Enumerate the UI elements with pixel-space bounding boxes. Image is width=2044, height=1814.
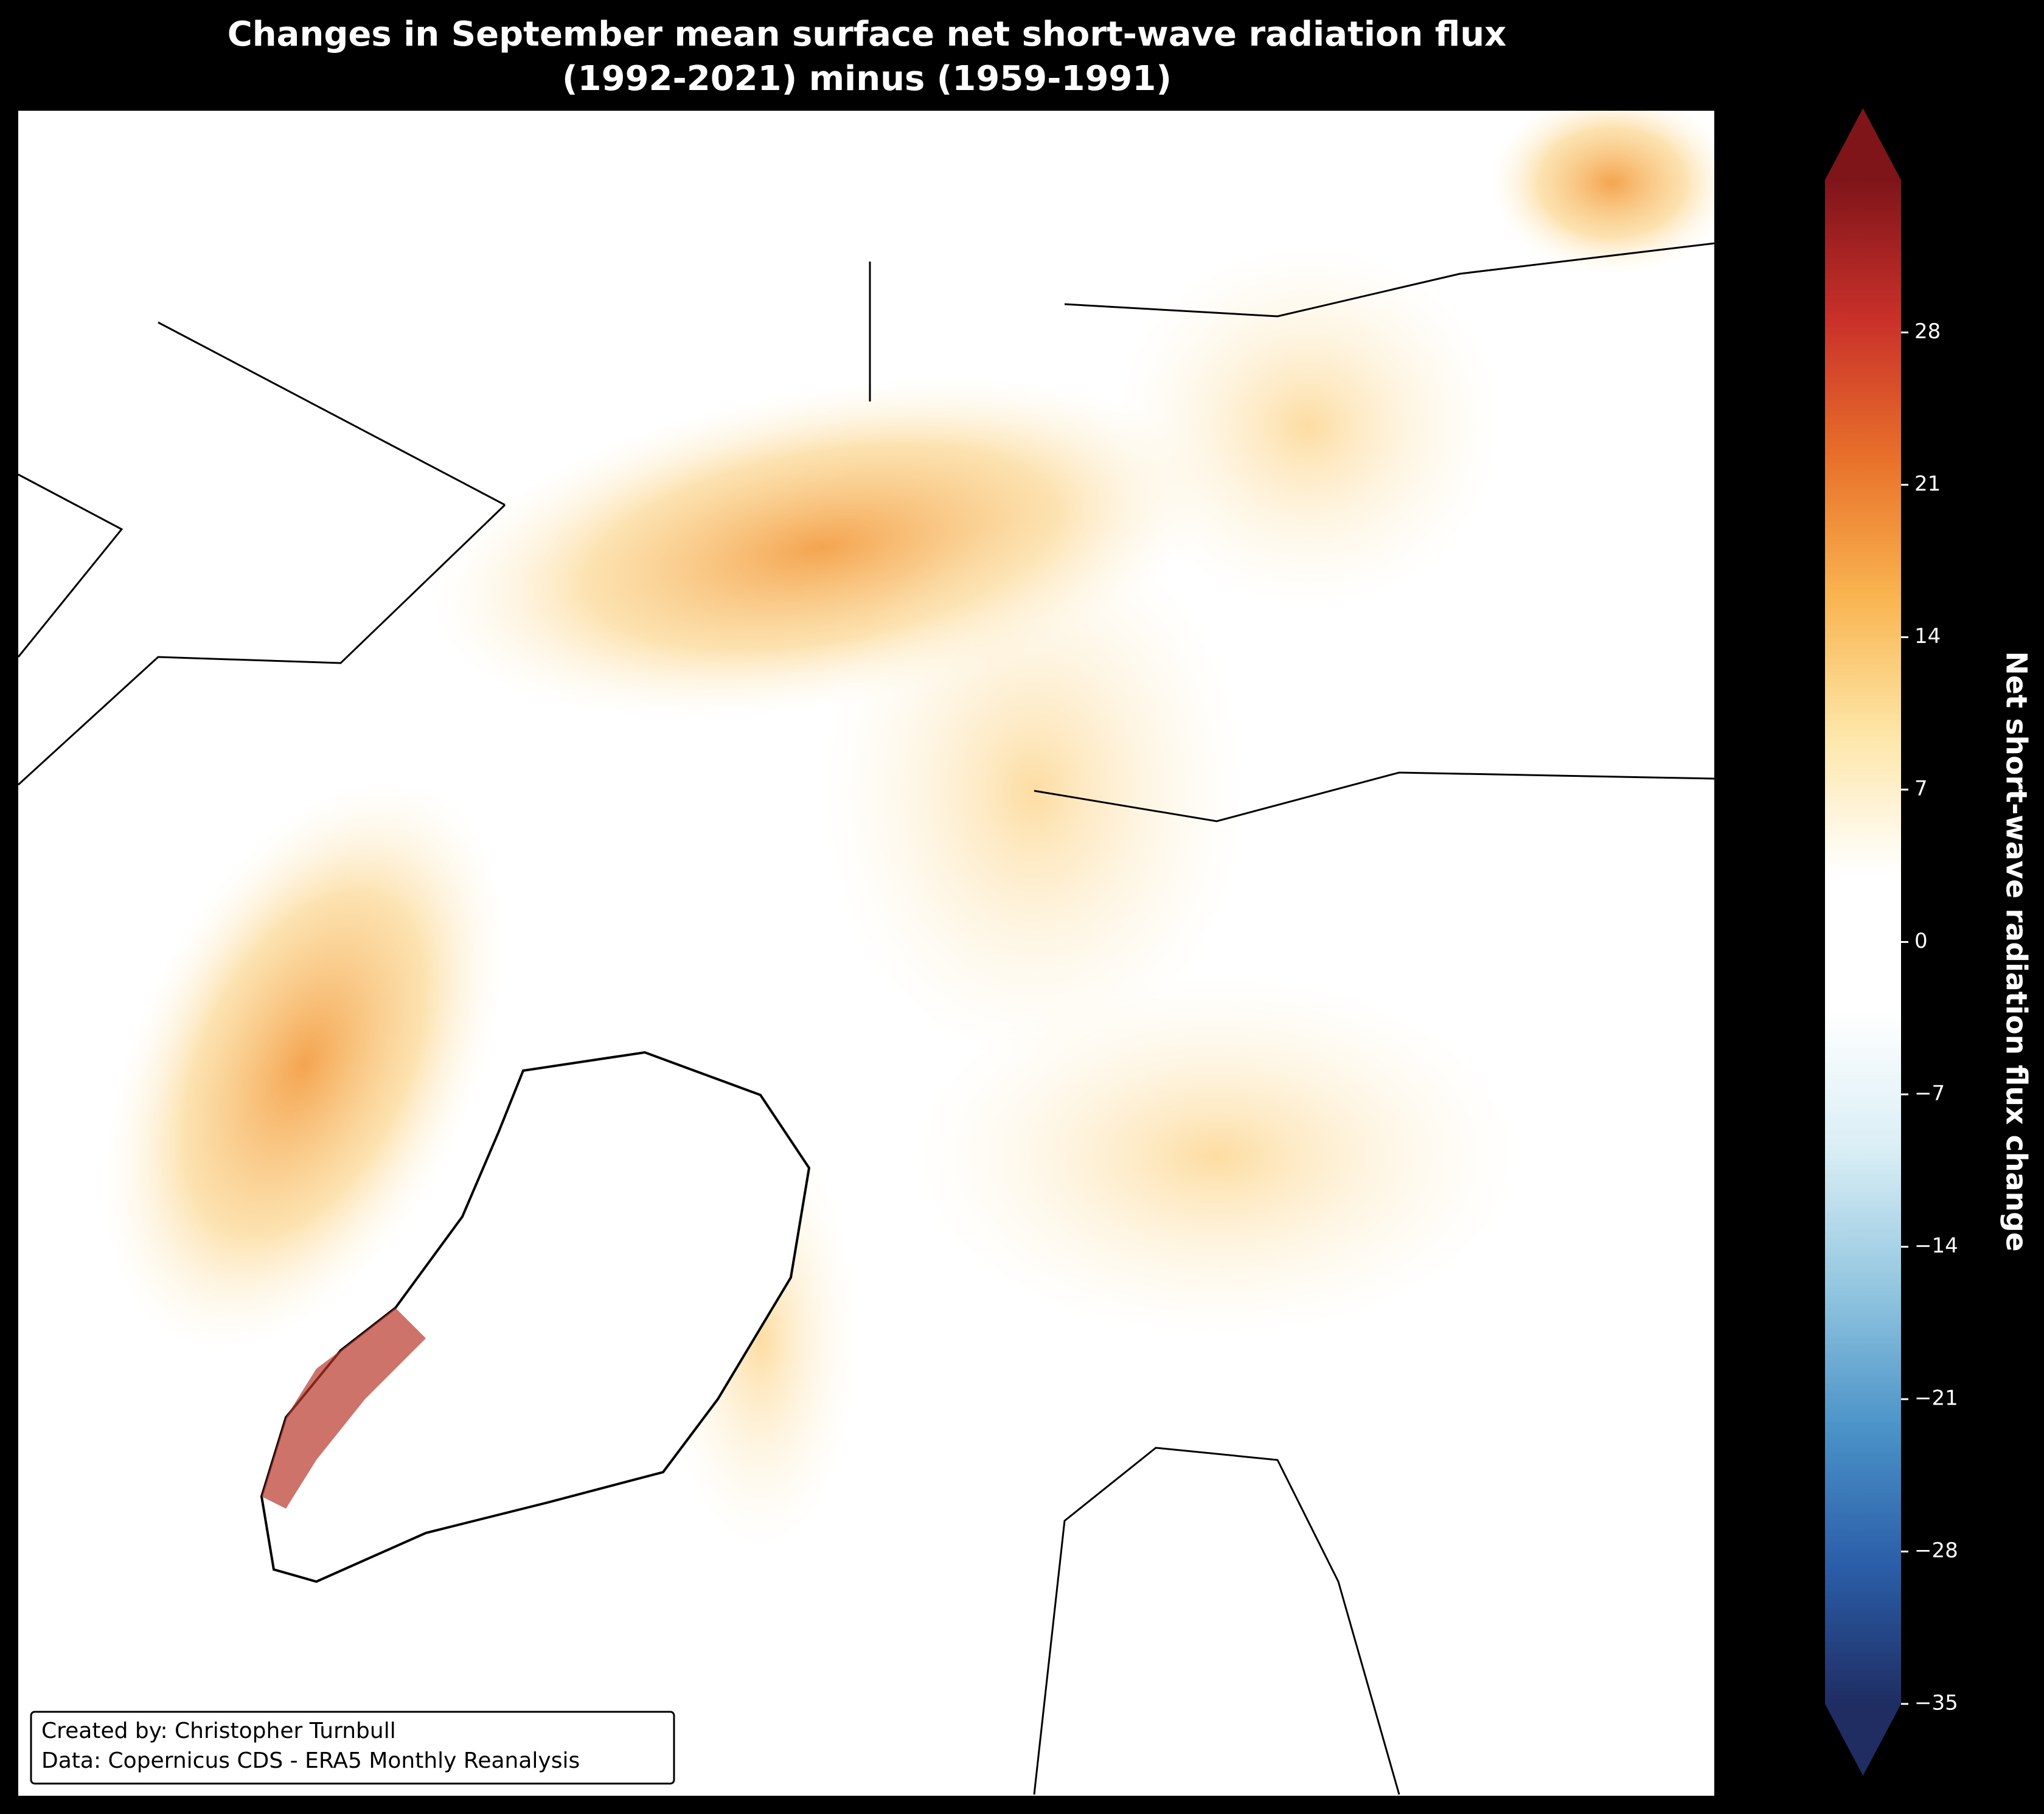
credit-text: Data: Copernicus CDS - ERA5 Monthly Rean… (41, 1748, 580, 1773)
shading (912, 973, 1521, 1338)
tick-label: 7 (1914, 777, 1928, 801)
boundary (869, 242, 1714, 822)
credit-text: Created by: Christopher Turnbull (41, 1718, 396, 1743)
shading (262, 1308, 426, 1509)
boundary (18, 321, 506, 786)
tick-label: 0 (1914, 929, 1928, 953)
title-line: Changes in September mean surface net sh… (228, 15, 1507, 54)
shading (1113, 243, 1503, 608)
colorbar-extend (1825, 1704, 1901, 1776)
colorbar-body (1825, 180, 1901, 1704)
tick-label: 14 (1914, 624, 1941, 648)
colorbar-label: Net short-wave radiation flux change (2000, 652, 2033, 1252)
coastline (1033, 1447, 1400, 1795)
map (18, 111, 1714, 1796)
tick-label: 28 (1914, 319, 1941, 344)
credits-box (30, 1711, 675, 1785)
tick-label: −35 (1914, 1691, 1958, 1715)
shading (103, 779, 506, 1350)
colorbar: −35 −28 −21 −14 −7 0 7 14 21 28 (1825, 108, 1958, 1776)
tick-label: −21 (1914, 1386, 1958, 1411)
shading (1490, 111, 1714, 274)
tick-label: −14 (1914, 1234, 1958, 1258)
tick-label: −28 (1914, 1538, 1958, 1563)
tick-label: −7 (1914, 1082, 1945, 1106)
greenland (260, 1051, 811, 1583)
colorbar-extend (1825, 108, 1901, 180)
title-line: (1992-2021) minus (1959-1991) (562, 59, 1172, 99)
tick-label: 21 (1914, 472, 1941, 496)
